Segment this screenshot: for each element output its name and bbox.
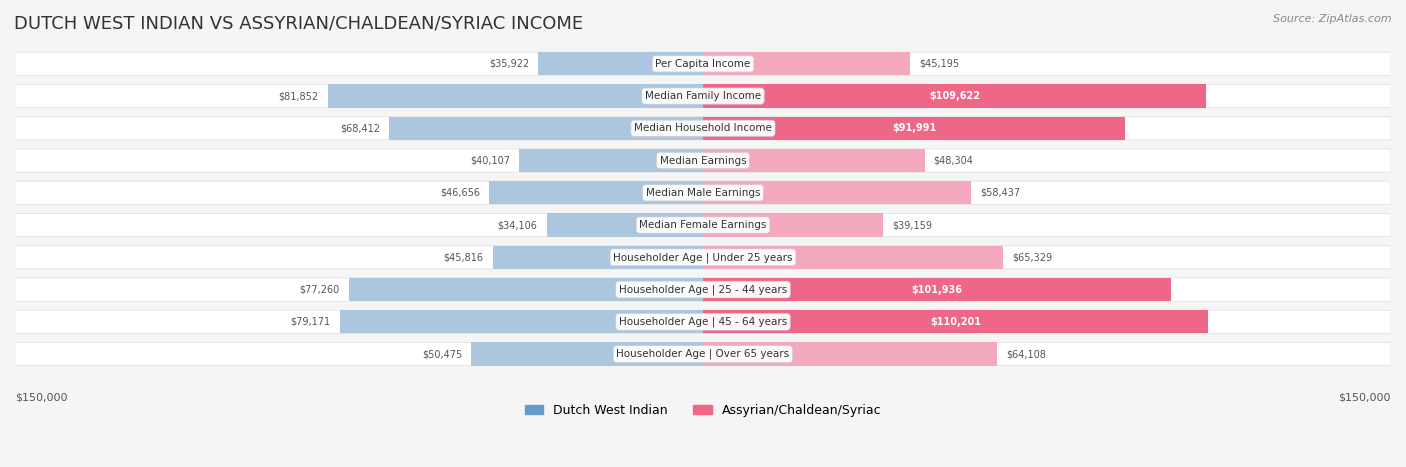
Bar	[703, 117, 1125, 140]
Bar	[703, 149, 925, 172]
Text: Median Family Income: Median Family Income	[645, 91, 761, 101]
FancyBboxPatch shape	[15, 278, 1391, 301]
Text: $110,201: $110,201	[931, 317, 981, 327]
Bar	[703, 52, 910, 76]
Text: $109,622: $109,622	[929, 91, 980, 101]
Text: Householder Age | 45 - 64 years: Householder Age | 45 - 64 years	[619, 317, 787, 327]
FancyBboxPatch shape	[15, 181, 1391, 205]
FancyBboxPatch shape	[15, 342, 1391, 366]
FancyBboxPatch shape	[15, 85, 1391, 108]
Text: Householder Age | Under 25 years: Householder Age | Under 25 years	[613, 252, 793, 262]
FancyBboxPatch shape	[15, 149, 1391, 172]
Text: $101,936: $101,936	[911, 284, 962, 295]
Text: $40,107: $40,107	[470, 156, 510, 166]
Text: $68,412: $68,412	[340, 123, 380, 133]
Text: $65,329: $65,329	[1012, 252, 1052, 262]
Bar	[494, 246, 703, 269]
Text: Householder Age | 25 - 44 years: Householder Age | 25 - 44 years	[619, 284, 787, 295]
FancyBboxPatch shape	[15, 310, 1391, 333]
Text: $79,171: $79,171	[291, 317, 330, 327]
Text: $50,475: $50,475	[422, 349, 463, 359]
Text: Median Earnings: Median Earnings	[659, 156, 747, 166]
Bar	[703, 246, 1002, 269]
Text: $34,106: $34,106	[498, 220, 537, 230]
Bar	[547, 213, 703, 237]
Text: $64,108: $64,108	[1007, 349, 1046, 359]
Text: Median Female Earnings: Median Female Earnings	[640, 220, 766, 230]
Text: $58,437: $58,437	[980, 188, 1021, 198]
Text: $45,816: $45,816	[444, 252, 484, 262]
FancyBboxPatch shape	[15, 117, 1391, 140]
Text: $48,304: $48,304	[934, 156, 973, 166]
Text: $39,159: $39,159	[891, 220, 932, 230]
Legend: Dutch West Indian, Assyrian/Chaldean/Syriac: Dutch West Indian, Assyrian/Chaldean/Syr…	[520, 399, 886, 422]
Text: $150,000: $150,000	[1339, 393, 1391, 403]
Bar	[703, 310, 1208, 333]
Bar	[519, 149, 703, 172]
Text: DUTCH WEST INDIAN VS ASSYRIAN/CHALDEAN/SYRIAC INCOME: DUTCH WEST INDIAN VS ASSYRIAN/CHALDEAN/S…	[14, 14, 583, 32]
FancyBboxPatch shape	[15, 52, 1391, 76]
Bar	[340, 310, 703, 333]
Text: $91,991: $91,991	[891, 123, 936, 133]
Bar	[349, 278, 703, 301]
Bar	[703, 278, 1171, 301]
Bar	[703, 213, 883, 237]
FancyBboxPatch shape	[15, 213, 1391, 237]
Text: Median Household Income: Median Household Income	[634, 123, 772, 133]
Bar	[328, 85, 703, 108]
Text: Median Male Earnings: Median Male Earnings	[645, 188, 761, 198]
Bar	[389, 117, 703, 140]
Bar	[703, 342, 997, 366]
Text: Per Capita Income: Per Capita Income	[655, 59, 751, 69]
Bar	[471, 342, 703, 366]
Bar	[489, 181, 703, 205]
FancyBboxPatch shape	[15, 246, 1391, 269]
Text: $150,000: $150,000	[15, 393, 67, 403]
Bar	[703, 85, 1206, 108]
Bar	[703, 181, 972, 205]
Text: $35,922: $35,922	[489, 59, 529, 69]
Text: $46,656: $46,656	[440, 188, 479, 198]
Bar	[538, 52, 703, 76]
Text: $81,852: $81,852	[278, 91, 318, 101]
Text: Householder Age | Over 65 years: Householder Age | Over 65 years	[616, 349, 790, 359]
Text: $77,260: $77,260	[299, 284, 339, 295]
Text: Source: ZipAtlas.com: Source: ZipAtlas.com	[1274, 14, 1392, 24]
Text: $45,195: $45,195	[920, 59, 959, 69]
